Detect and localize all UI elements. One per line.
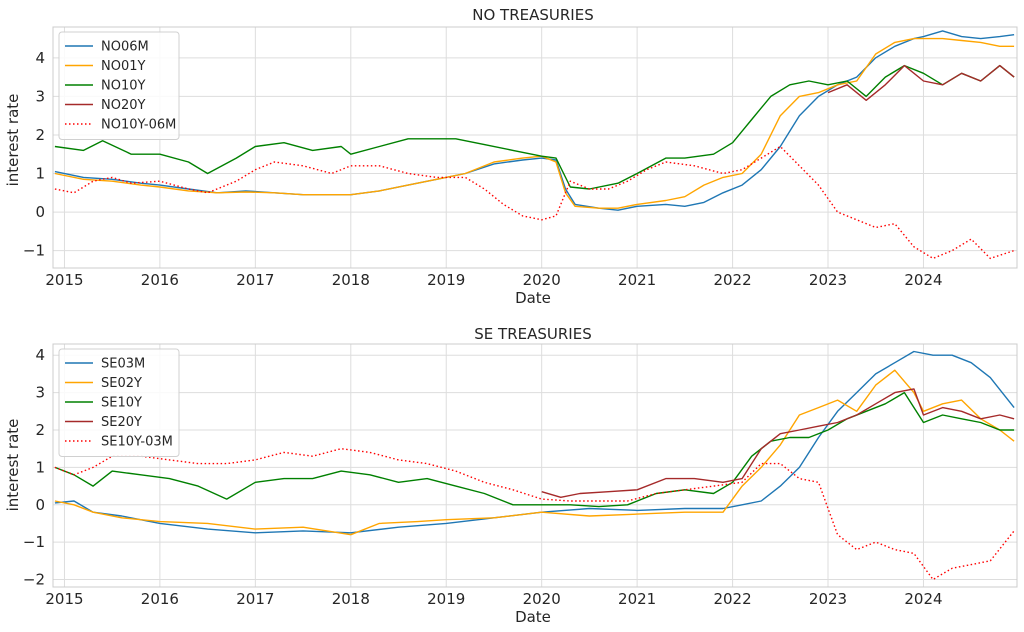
x-tick-label: 2023 (809, 590, 847, 608)
y-tick-label: 0 (35, 203, 45, 221)
x-tick-label: 2021 (618, 271, 656, 289)
x-tick-label: 2020 (523, 271, 561, 289)
y-tick-label: 2 (35, 126, 45, 144)
se-treasuries-chart: SE TREASURIES Date interest rate 2015 201… (4, 325, 1018, 626)
no-treasuries-chart: NO TREASURIES Date interest rate 2015 201… (4, 6, 1018, 307)
x-tick-label: 2021 (618, 590, 656, 608)
legend-label: SE02Y (101, 376, 142, 391)
y-tick-label: 1 (35, 458, 45, 476)
series-line-se03m (54, 350, 1015, 534)
x-tick-label: 2022 (713, 590, 751, 608)
y-tick-label: 0 (35, 496, 45, 514)
x-tick-label: 2018 (332, 590, 370, 608)
legend-box (58, 31, 180, 140)
series-line-se10y-03m (54, 448, 1015, 581)
gridlines (53, 27, 1017, 268)
y-tick-label: 4 (35, 49, 45, 67)
x-tick-label: 2015 (45, 590, 83, 608)
legend-label: NO01Y (101, 59, 145, 74)
legend-label: NO10Y (101, 79, 145, 94)
series-line-no10y-06m (54, 145, 1015, 260)
legend-label: NO20Y (101, 98, 145, 113)
legend-label: NO10Y-06M (101, 118, 176, 133)
plot-area (53, 27, 1017, 268)
plot-area (53, 344, 1017, 587)
y-tick-label: −1 (23, 242, 45, 260)
x-tick-label: 2017 (236, 271, 274, 289)
y-tick-label: 4 (35, 346, 45, 364)
x-tick-label: 2015 (45, 271, 83, 289)
y-tick-label: −2 (23, 571, 45, 589)
y-tick-label: 2 (35, 421, 45, 439)
series-line-se20y (541, 388, 1015, 498)
x-tick-label: 2024 (904, 590, 942, 608)
x-tick-label: 2016 (141, 271, 179, 289)
x-tick-label: 2019 (427, 271, 465, 289)
x-tick-label: 2020 (523, 590, 561, 608)
x-tick-label: 2022 (713, 271, 751, 289)
legend: NO06M NO01Y NO10Y NO20Y NO10Y-06M (58, 31, 180, 140)
y-tick-label: −1 (23, 533, 45, 551)
x-tick-label: 2018 (332, 271, 370, 289)
x-tick-label: 2017 (236, 590, 274, 608)
y-tick-label: 3 (35, 87, 45, 105)
legend: SE03M SE02Y SE10Y SE20Y SE10Y-03M (58, 348, 180, 457)
legend-label: SE10Y (101, 396, 142, 411)
y-axis-label: interest rate (4, 94, 22, 187)
x-tick-label: 2023 (809, 271, 847, 289)
legend-label: NO06M (101, 40, 149, 55)
series-lines (54, 30, 1015, 260)
series-line-no01y (54, 37, 1015, 209)
series-line-no10y (54, 64, 1015, 190)
y-tick-label: 3 (35, 384, 45, 402)
x-tick-label: 2024 (904, 271, 942, 289)
x-axis-label: Date (515, 608, 551, 626)
x-tick-label: 2019 (427, 590, 465, 608)
x-tick-label: 2016 (141, 590, 179, 608)
legend-label: SE20Y (101, 415, 142, 430)
plot-frame (52, 343, 1018, 588)
legend-label: SE03M (101, 357, 145, 372)
series-lines (54, 350, 1015, 581)
legend-box (58, 348, 180, 457)
plot-frame (52, 26, 1018, 269)
series-line-no20y (827, 64, 1015, 102)
chart-title: SE TREASURIES (474, 325, 591, 343)
series-line-se10y (54, 391, 1015, 508)
y-tick-label: 1 (35, 165, 45, 183)
y-axis-label: interest rate (4, 419, 22, 512)
legend-label: SE10Y-03M (101, 435, 173, 450)
x-axis-label: Date (515, 289, 551, 307)
chart-title: NO TREASURIES (472, 6, 593, 24)
